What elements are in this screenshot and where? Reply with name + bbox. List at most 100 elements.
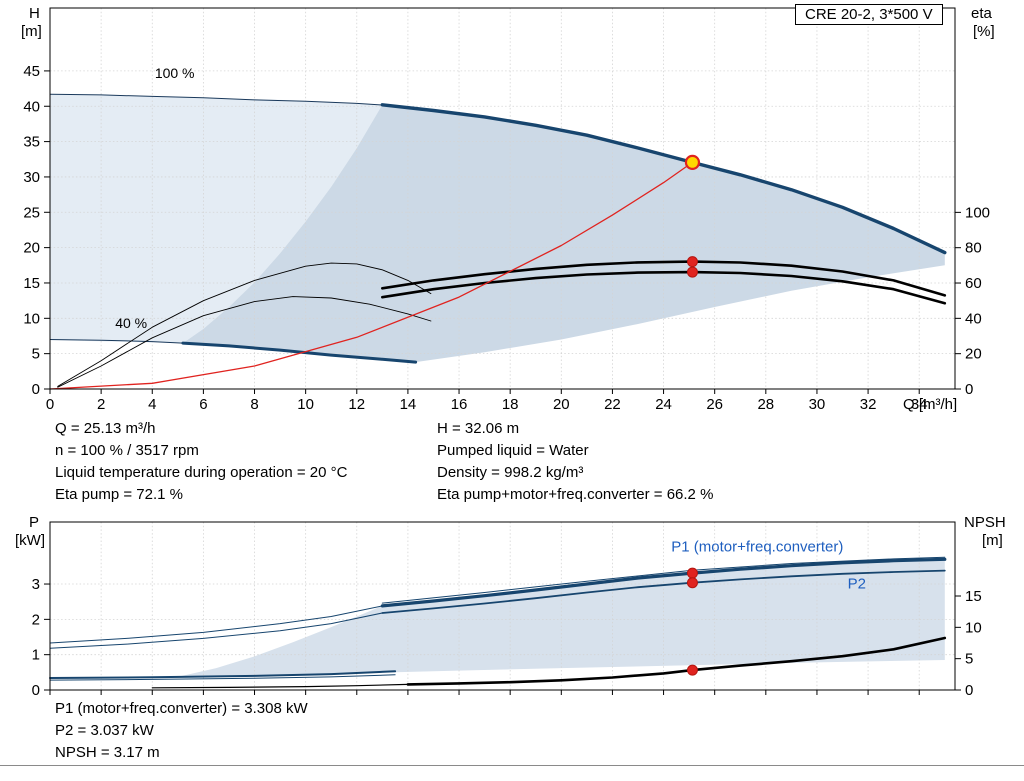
operating-point-info-right: H = 32.06 m Pumped liquid = Water Densit… [437, 418, 713, 506]
x-tick-label: 20 [553, 396, 570, 413]
info-flow: Q = 25.13 m³/h [55, 420, 156, 437]
left-tick-label: 35 [23, 134, 40, 151]
power-npsh-chart-frame [49, 521, 956, 691]
x-tick-label: 18 [502, 396, 519, 413]
left-tick-label: 40 [23, 98, 40, 115]
p-axis-title: P [29, 514, 40, 531]
p2-point-marker [686, 577, 698, 589]
x-tick-label: 34 [911, 396, 928, 413]
right-tick-label: 80 [965, 240, 982, 257]
npsh-curve [406, 636, 947, 686]
q-axis-title: Q [m³/h] [903, 396, 958, 413]
pump-curve-100 [380, 103, 947, 255]
x-tick-label: 0 [46, 396, 54, 413]
right-tick-label: 5 [965, 651, 973, 668]
eta-axis-unit: [%] [973, 23, 995, 40]
info-p1: P1 (motor+freq.converter) = 3.308 kW [55, 700, 308, 717]
eta-pump-curve [381, 260, 947, 297]
hq-chart-frame [49, 7, 956, 390]
left-tick-label: 5 [32, 346, 40, 363]
npsh-point-marker [686, 664, 698, 676]
left-tick-label: 3 [32, 576, 40, 593]
eta-arc-high [57, 262, 432, 387]
info-density: Density = 998.2 kg/m³ [437, 464, 584, 481]
npsh-axis-title: NPSH [964, 514, 1006, 531]
pump-model-box: CRE 20-2, 3*500 V [795, 4, 943, 25]
speed-100-label: 100 % [155, 65, 195, 81]
x-tick-label: 12 [348, 396, 365, 413]
x-tick-label: 24 [655, 396, 672, 413]
pump-curve-40-thin [49, 339, 184, 344]
p-axis-unit: [kW] [15, 532, 45, 549]
power-envelope-area [177, 559, 945, 677]
p1-curve-label: P1 (motor+freq.converter) [671, 539, 843, 556]
x-tick-label: 4 [148, 396, 156, 413]
x-tick-label: 16 [451, 396, 468, 413]
pump-curve-100-thin [49, 93, 391, 106]
right-tick-label: 15 [965, 588, 982, 605]
h-axis-title: H [29, 5, 40, 22]
left-tick-label: 0 [32, 682, 40, 699]
info-liquid: Pumped liquid = Water [437, 442, 589, 459]
speed-40-label: 40 % [115, 315, 147, 331]
info-eta-pump: Eta pump = 72.1 % [55, 486, 183, 503]
h-axis-unit: [m] [21, 23, 42, 40]
pump-curve-40 [181, 341, 418, 364]
left-tick-label: 2 [32, 611, 40, 628]
right-tick-label: 10 [965, 619, 982, 636]
x-tick-label: 14 [400, 396, 417, 413]
left-tick-label: 0 [32, 381, 40, 398]
p1-40-curve [49, 670, 397, 679]
left-tick-label: 20 [23, 240, 40, 257]
x-tick-label: 8 [250, 396, 258, 413]
x-tick-label: 22 [604, 396, 621, 413]
x-tick-label: 2 [97, 396, 105, 413]
right-tick-label: 0 [965, 682, 973, 699]
system-curve [49, 161, 694, 390]
p1-point-marker [686, 567, 698, 579]
info-eta-total: Eta pump+motor+freq.converter = 66.2 % [437, 486, 714, 503]
eta-arc-low [57, 296, 432, 388]
right-tick-label: 0 [965, 381, 973, 398]
p2-40-curve [49, 674, 396, 681]
p1-curve-thin-left [49, 605, 383, 644]
x-tick-label: 6 [199, 396, 207, 413]
left-tick-label: 25 [23, 204, 40, 221]
p2-curve [381, 569, 946, 614]
x-tick-label: 30 [809, 396, 826, 413]
p1-curve [380, 557, 947, 608]
hq-chart: 0 2 4 6 8 10 12 14 16 18 20 22 24 26 28 30 32 34051015202… [23, 7, 990, 413]
npsh-axis-unit: [m] [982, 532, 1003, 549]
eta-pump-point-marker [686, 256, 698, 268]
info-head: H = 32.06 m [437, 420, 520, 437]
eta-total-point-marker [686, 266, 698, 278]
info-npsh: NPSH = 3.17 m [55, 744, 160, 761]
power-info: P1 (motor+freq.converter) = 3.308 kW P2 … [55, 698, 308, 764]
x-tick-label: 28 [757, 396, 774, 413]
operating-point-info-left: Q = 25.13 m³/h n = 100 % / 3517 rpm Liqu… [55, 418, 347, 506]
operating-envelope-area [182, 104, 945, 363]
right-tick-label: 60 [965, 275, 982, 292]
eta-axis-title: eta [971, 5, 992, 22]
left-tick-label: 10 [23, 310, 40, 327]
left-tick-label: 15 [23, 275, 40, 292]
left-tick-label: 45 [23, 63, 40, 80]
left-tick-label: 1 [32, 647, 40, 664]
info-temperature: Liquid temperature during operation = 20… [55, 464, 348, 481]
info-speed: n = 100 % / 3517 rpm [55, 442, 199, 459]
right-tick-label: 20 [965, 346, 982, 363]
p2-curve-thin-left [49, 612, 383, 649]
power-npsh-chart: 0 1 2 3 0 5 10 15 P1 (motor+freq.converter) P2 [32, 521, 982, 699]
x-tick-label: 32 [860, 396, 877, 413]
speed-range-area-upper [50, 94, 383, 344]
duty-point-marker[interactable] [684, 154, 701, 170]
x-tick-label: 26 [706, 396, 723, 413]
npsh-curve-thin-left [151, 683, 409, 689]
right-tick-label: 100 [965, 204, 990, 221]
info-p2: P2 = 3.037 kW [55, 722, 154, 739]
x-tick-label: 10 [297, 396, 314, 413]
right-tick-label: 40 [965, 310, 982, 327]
footer-divider [0, 765, 1024, 766]
